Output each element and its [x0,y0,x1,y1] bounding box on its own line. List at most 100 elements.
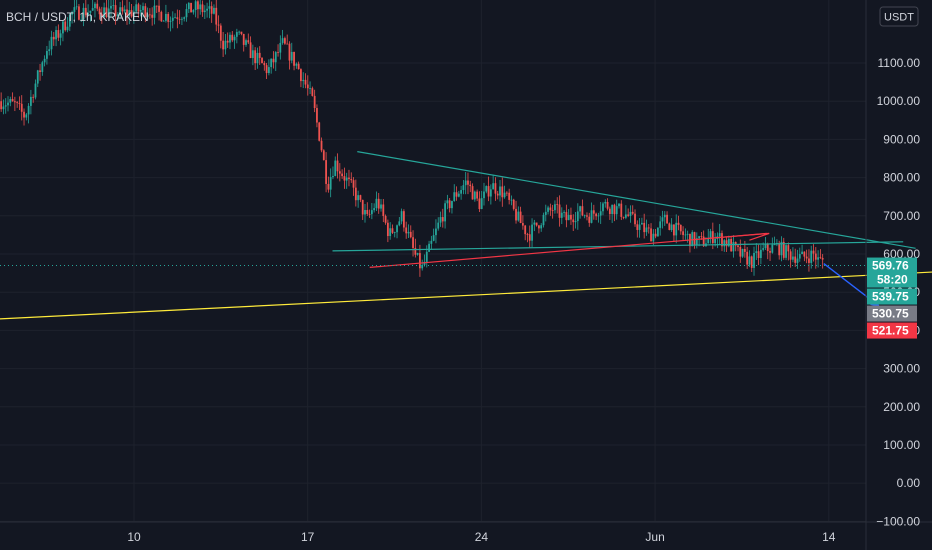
candle [581,199,584,217]
price-badge: 521.75 [867,322,917,339]
candle [423,254,426,267]
candle [160,10,163,22]
candle [599,201,602,224]
trendline[interactable] [0,249,932,320]
candle [311,86,314,97]
candle [165,4,167,23]
price-series [0,0,824,277]
candle [20,95,23,121]
trendline[interactable] [357,151,916,249]
candle [32,94,35,103]
candle [192,9,195,15]
candle [727,235,730,248]
time-tick-label: 14 [822,530,836,544]
candle [576,203,579,230]
candle [9,96,12,107]
candle [270,58,273,74]
candle [812,244,815,262]
candle [89,10,92,22]
candle [814,247,817,269]
candle [332,166,334,180]
candle [199,0,202,15]
candle [549,203,552,216]
candle [105,0,108,19]
candle [176,9,179,29]
candle [91,0,94,11]
price-scale[interactable]: 1100.001000.00900.00800.00700.00600.0050… [876,56,920,528]
candle [350,172,353,183]
candle [542,212,545,228]
candle [759,244,762,265]
candle [682,226,684,240]
candle [359,194,362,203]
candle [808,249,810,272]
candle [547,205,549,215]
candle [457,190,460,198]
candle [208,0,211,19]
candle [263,60,266,71]
candle [284,36,286,45]
candle [84,0,87,18]
candle [460,185,463,200]
candle [27,103,30,124]
trendline[interactable] [369,232,767,268]
candle [531,218,533,248]
candle [652,229,655,246]
candle [302,72,305,89]
candle [503,185,506,199]
candle [467,172,469,195]
candle [608,206,611,220]
currency-button[interactable]: USDT [879,6,919,27]
candle [295,62,298,69]
candle [235,28,238,44]
candle [183,16,186,22]
candle [71,10,73,24]
candle [405,221,408,239]
candle [412,230,414,257]
candle [368,209,371,218]
candle [348,169,350,187]
candle [771,237,774,254]
candle [64,17,67,32]
candle [615,199,618,220]
candle [462,179,465,195]
candle [78,4,80,21]
candle [721,230,723,252]
candle [391,224,394,234]
candle [684,228,687,240]
candle [508,188,511,205]
time-scale[interactable]: 101724Jun1421Jul [127,530,932,544]
candle [439,211,442,227]
candle [755,243,758,261]
candle [792,247,794,263]
candle [261,56,263,64]
candle [242,33,245,52]
candle [428,240,430,253]
candle [87,4,90,17]
candle [430,235,433,250]
candle [4,98,7,114]
candle [524,224,527,241]
price-badge-label: 530.75 [872,307,909,321]
candle [34,79,37,100]
candle [39,64,41,81]
trendline[interactable] [704,232,770,241]
candle [334,156,337,177]
price-tick-label: 200.00 [883,400,920,414]
candle [620,200,623,221]
currency-button-label: USDT [884,12,914,24]
candle [661,210,664,229]
candle [382,199,385,223]
candle [82,3,85,27]
candle [810,245,813,269]
candle [380,199,382,212]
candle [309,81,311,95]
candle [796,249,799,269]
candle [43,55,46,67]
price-tick-label: 1000.00 [877,94,921,108]
candle [130,3,133,18]
candle [636,220,639,238]
